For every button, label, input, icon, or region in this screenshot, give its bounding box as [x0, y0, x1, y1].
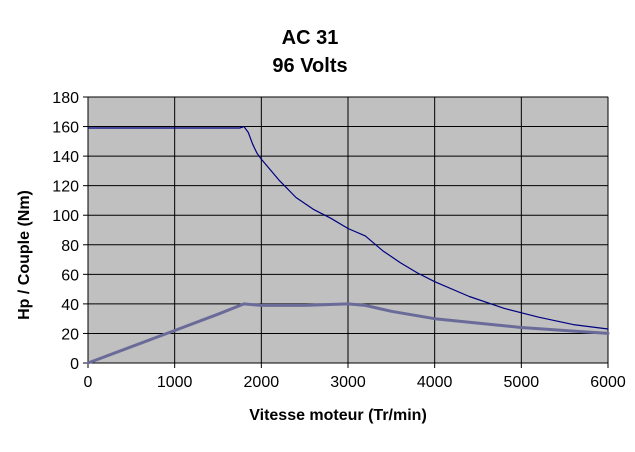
chart-subtitle: 96 Volts — [272, 55, 347, 77]
x-tick-label: 6000 — [590, 374, 626, 391]
y-tick-label: 80 — [61, 238, 79, 255]
y-axis-label: Hp / Couple (Nm) — [16, 190, 33, 320]
y-tick-label: 100 — [52, 208, 79, 225]
x-tick-label: 3000 — [330, 374, 366, 391]
y-tick-label: 0 — [70, 356, 79, 373]
y-tick-label: 20 — [61, 326, 79, 343]
x-tick-label: 5000 — [504, 374, 540, 391]
y-tick-label: 180 — [52, 90, 79, 107]
x-tick-label: 0 — [84, 374, 93, 391]
x-tick-label: 4000 — [417, 374, 453, 391]
series-line-1 — [87, 125, 609, 330]
x-tick-label: 1000 — [157, 374, 193, 391]
series-line-2 — [86, 302, 610, 365]
x-tick-label: 2000 — [244, 374, 280, 391]
chart-title: AC 31 — [282, 27, 339, 49]
x-axis-label: Vitesse moteur (Tr/min) — [249, 407, 427, 424]
y-tick-label: 140 — [52, 149, 79, 166]
plot-area: 0 20 40 60 80 100 120 140 160 180 0 1000 2000 3000 400… — [52, 90, 626, 391]
y-tick-label: 120 — [52, 179, 79, 196]
y-tick-label: 60 — [61, 267, 79, 284]
y-tick-label: 160 — [52, 120, 79, 137]
y-tick-label: 40 — [61, 297, 79, 314]
